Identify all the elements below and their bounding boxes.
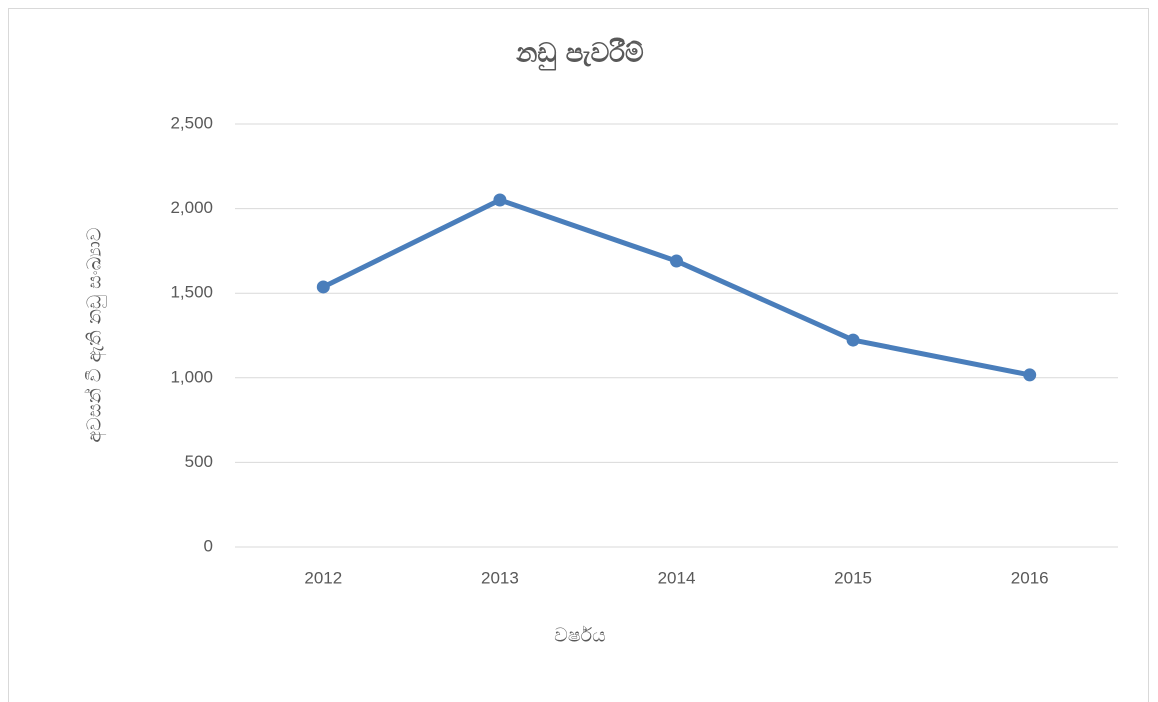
- y-tick-label: 1,000: [170, 367, 213, 386]
- x-tick-label: 2015: [834, 568, 872, 587]
- y-tick-label: 0: [204, 536, 213, 555]
- x-tick-label: 2013: [481, 568, 519, 587]
- point: [1023, 368, 1037, 382]
- x-tick-label: 2014: [658, 568, 696, 587]
- point: [493, 193, 507, 207]
- point: [316, 280, 330, 294]
- y-tick-label: 2,000: [170, 198, 213, 217]
- y-tick-label: 1,500: [170, 283, 213, 302]
- x-tick-label: 2016: [1011, 568, 1049, 587]
- chart-title: නඩු පැවරීම්: [515, 38, 644, 71]
- x-tick-label: 2012: [304, 568, 342, 587]
- y-tick-label: 2,500: [170, 113, 213, 132]
- x-axis-label: වර්ෂය: [554, 625, 606, 647]
- y-tick-label: 500: [185, 452, 213, 471]
- y-axis-label: අවසන් වී ඇති නඩු සංඛ්‍යාව: [83, 227, 107, 442]
- point: [846, 333, 860, 347]
- point: [670, 254, 683, 268]
